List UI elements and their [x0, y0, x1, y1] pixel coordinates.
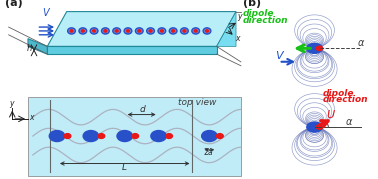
Text: $V$: $V$ [42, 6, 52, 18]
Circle shape [160, 30, 163, 32]
Polygon shape [28, 39, 47, 54]
Text: (b): (b) [243, 0, 261, 8]
Text: direction: direction [323, 95, 368, 104]
Text: $x$: $x$ [29, 113, 36, 122]
Circle shape [192, 28, 199, 33]
Text: $\alpha$: $\alpha$ [357, 38, 366, 48]
Circle shape [125, 28, 131, 33]
Circle shape [159, 28, 165, 33]
Circle shape [316, 46, 323, 50]
Circle shape [183, 30, 186, 32]
Circle shape [132, 134, 139, 138]
Text: $d$: $d$ [139, 103, 147, 114]
Polygon shape [47, 46, 217, 54]
Circle shape [127, 30, 129, 32]
Text: $V$: $V$ [274, 49, 285, 61]
Text: $h$: $h$ [26, 42, 32, 53]
Text: dipole: dipole [323, 89, 354, 98]
Circle shape [166, 134, 172, 138]
Circle shape [138, 30, 141, 32]
Circle shape [115, 30, 118, 32]
Circle shape [206, 30, 208, 32]
Text: $U$: $U$ [326, 108, 336, 120]
Circle shape [172, 30, 175, 32]
Circle shape [98, 134, 105, 138]
Text: direction: direction [243, 16, 288, 25]
Text: $y$: $y$ [9, 100, 16, 110]
Circle shape [202, 130, 217, 142]
Circle shape [136, 28, 143, 33]
Circle shape [170, 28, 176, 33]
Text: $y$: $y$ [237, 12, 244, 23]
Circle shape [204, 28, 210, 33]
Circle shape [307, 122, 322, 132]
Text: $x$: $x$ [235, 34, 242, 43]
Circle shape [91, 28, 97, 33]
Circle shape [49, 130, 65, 142]
Circle shape [80, 28, 86, 33]
Polygon shape [28, 96, 241, 176]
Circle shape [113, 28, 120, 33]
Circle shape [147, 28, 154, 33]
Circle shape [307, 43, 322, 53]
Polygon shape [47, 12, 236, 46]
Polygon shape [217, 12, 236, 46]
Text: $\alpha$: $\alpha$ [345, 117, 353, 127]
Text: (a): (a) [5, 0, 23, 8]
Circle shape [68, 28, 75, 33]
Circle shape [64, 134, 71, 138]
Circle shape [117, 130, 132, 142]
Text: $L$: $L$ [121, 161, 128, 171]
Circle shape [102, 28, 108, 33]
Circle shape [93, 30, 96, 32]
Text: dipole: dipole [243, 9, 274, 18]
Circle shape [104, 30, 107, 32]
Circle shape [149, 30, 152, 32]
Circle shape [151, 130, 166, 142]
Circle shape [81, 30, 84, 32]
Circle shape [194, 30, 197, 32]
Circle shape [181, 28, 187, 33]
Circle shape [70, 30, 73, 32]
Circle shape [217, 134, 223, 138]
Circle shape [316, 125, 323, 129]
Circle shape [83, 130, 99, 142]
Text: $2a$: $2a$ [203, 146, 214, 157]
Text: top view: top view [178, 98, 216, 107]
